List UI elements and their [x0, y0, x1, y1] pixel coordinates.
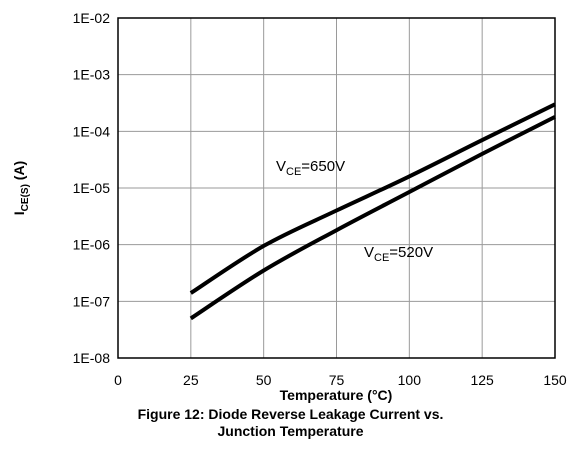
y-tick-label: 1E-05 [73, 180, 111, 196]
x-axis-title: Temperature (°C) [280, 387, 393, 403]
curve-650v [189, 102, 556, 295]
x-tick-labels: 0 25 50 75 100 125 150 [114, 372, 567, 388]
figure-caption-line-1: Figure 12: Diode Reverse Leakage Current… [137, 406, 444, 422]
x-tick-label: 150 [543, 372, 567, 388]
x-tick-label: 25 [183, 372, 199, 388]
annotation-650v: VCE=650V [276, 158, 345, 178]
y-tick-label: 1E-08 [73, 350, 111, 366]
y-tick-label: 1E-06 [73, 237, 111, 253]
y-tick-label: 1E-02 [73, 10, 111, 26]
x-tick-label: 0 [114, 372, 122, 388]
y-axis-title: ICE(S) (A) [11, 161, 31, 215]
annotation-520v: VCE=520V [364, 244, 433, 264]
y-tick-label: 1E-03 [73, 67, 111, 83]
curve-520v [189, 115, 556, 321]
y-tick-label: 1E-07 [73, 293, 111, 309]
curves [189, 102, 556, 321]
x-tick-label: 50 [256, 372, 272, 388]
y-tick-label: 1E-04 [73, 123, 111, 139]
figure-caption-line-2: Junction Temperature [217, 423, 364, 439]
x-tick-label: 100 [398, 372, 422, 388]
x-tick-label: 125 [470, 372, 494, 388]
y-tick-labels: 1E-08 1E-07 1E-06 1E-05 1E-04 1E-03 1E-02 [73, 10, 111, 366]
plot-frame [117, 17, 556, 359]
leakage-current-chart: 0 25 50 75 100 125 150 1E-081E-071E-061E-051E-… [11, 10, 567, 403]
grid [118, 18, 555, 358]
x-tick-label: 75 [329, 372, 345, 388]
